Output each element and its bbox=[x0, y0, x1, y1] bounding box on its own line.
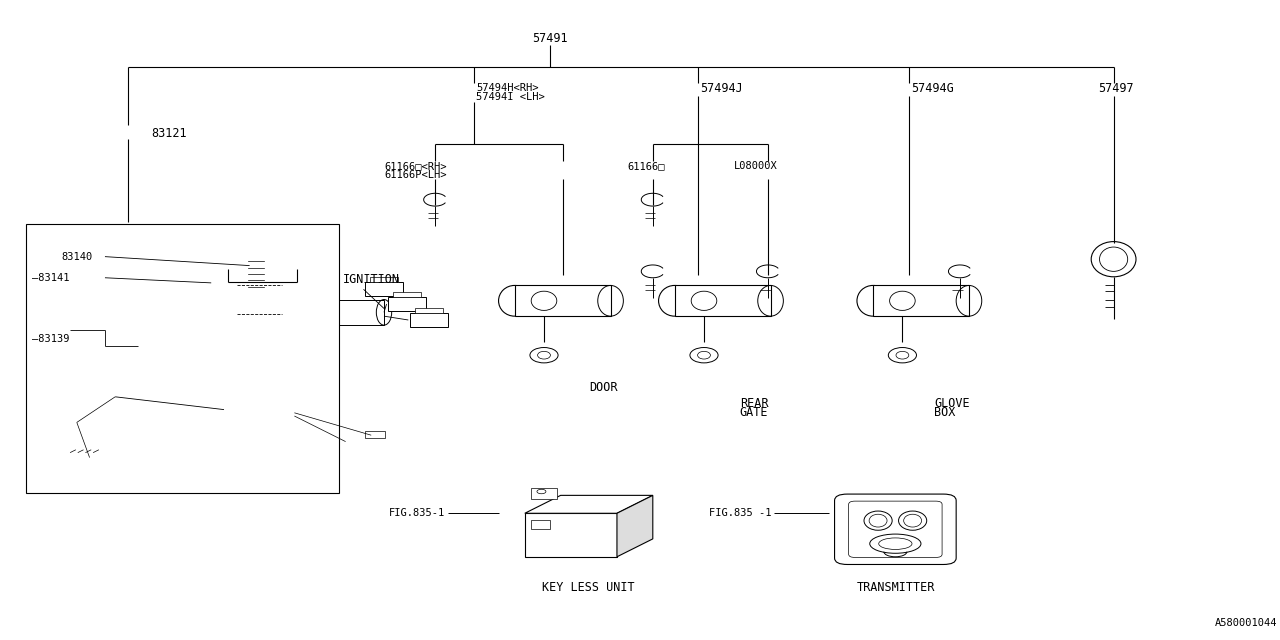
Text: —83139: —83139 bbox=[32, 334, 69, 344]
Bar bbox=[675, 285, 771, 316]
Text: GLOVE: GLOVE bbox=[934, 397, 970, 410]
Text: 57494G: 57494G bbox=[911, 82, 954, 95]
Text: A580001044: A580001044 bbox=[1215, 618, 1277, 628]
Bar bbox=[873, 285, 969, 316]
Text: KEY LESS UNIT: KEY LESS UNIT bbox=[543, 581, 635, 594]
Text: 61166P<LH>: 61166P<LH> bbox=[384, 170, 447, 180]
Text: L08000X: L08000X bbox=[733, 161, 777, 172]
Text: —83141: —83141 bbox=[32, 273, 69, 284]
Bar bbox=[531, 488, 557, 499]
Text: 57494I <LH>: 57494I <LH> bbox=[476, 92, 545, 102]
Text: GATE: GATE bbox=[740, 406, 768, 419]
Bar bbox=[26, 224, 339, 493]
Text: IGNITION: IGNITION bbox=[343, 273, 401, 286]
FancyBboxPatch shape bbox=[835, 494, 956, 564]
Text: 57494H<RH>: 57494H<RH> bbox=[476, 83, 539, 93]
Bar bbox=[370, 277, 398, 282]
Polygon shape bbox=[525, 495, 653, 513]
Bar bbox=[525, 513, 617, 557]
Text: 57491: 57491 bbox=[532, 32, 568, 45]
Bar bbox=[415, 308, 443, 313]
Text: FIG.835-1: FIG.835-1 bbox=[389, 508, 445, 518]
Text: FIG.835 -1: FIG.835 -1 bbox=[709, 508, 772, 518]
Text: 83140: 83140 bbox=[61, 252, 92, 262]
Bar bbox=[192, 363, 246, 388]
Text: 61166□<RH>: 61166□<RH> bbox=[384, 161, 447, 172]
Polygon shape bbox=[617, 495, 653, 557]
Bar bbox=[393, 292, 421, 297]
Text: 83121: 83121 bbox=[151, 127, 187, 140]
Bar bbox=[247, 253, 265, 261]
Text: BOX: BOX bbox=[934, 406, 956, 419]
Text: 61166□: 61166□ bbox=[627, 161, 664, 172]
Bar bbox=[410, 313, 448, 327]
Text: REAR: REAR bbox=[740, 397, 768, 410]
Bar bbox=[365, 282, 403, 296]
Bar bbox=[365, 431, 385, 438]
Bar bbox=[515, 285, 611, 316]
Text: 57494J: 57494J bbox=[700, 82, 742, 95]
Text: TRANSMITTER: TRANSMITTER bbox=[856, 581, 936, 594]
Bar bbox=[531, 520, 550, 529]
Text: DOOR: DOOR bbox=[589, 381, 617, 394]
Bar bbox=[388, 297, 426, 311]
FancyBboxPatch shape bbox=[849, 501, 942, 557]
Bar bbox=[301, 300, 384, 325]
Bar bbox=[211, 278, 314, 320]
Text: 57497: 57497 bbox=[1098, 82, 1134, 95]
